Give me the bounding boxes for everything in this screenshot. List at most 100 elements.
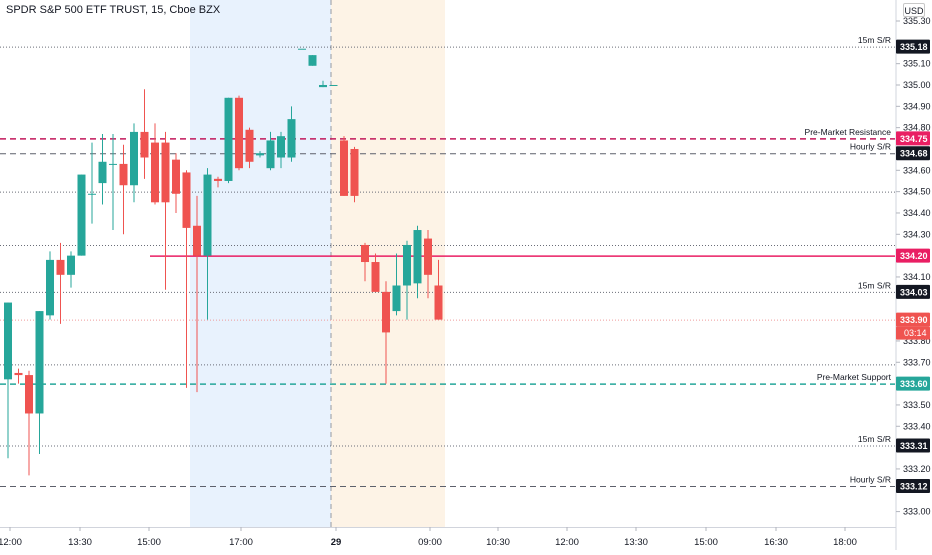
price-tag-label: 333.31	[900, 441, 928, 451]
candle-body	[392, 285, 401, 312]
candle-body	[256, 153, 264, 156]
candle-body	[350, 148, 359, 196]
candle-body	[109, 163, 117, 165]
candle-body	[382, 291, 390, 333]
candle-body	[361, 244, 369, 263]
y-tick-label: 334.10	[903, 272, 931, 282]
level-label: Pre-Market Support	[817, 372, 892, 382]
candle-body	[403, 244, 411, 286]
candle-body	[340, 140, 348, 196]
price-tag-label: 334.68	[900, 149, 928, 159]
candle-body	[98, 161, 107, 184]
y-tick-label: 333.20	[903, 464, 931, 474]
y-tick-label: 333.00	[903, 507, 931, 517]
candle-body	[14, 372, 23, 376]
candle-body	[56, 259, 65, 275]
candle-body	[224, 97, 233, 181]
x-tick-label: 10:30	[486, 537, 510, 548]
candle-body	[77, 174, 86, 256]
price-tag-bg	[896, 39, 930, 54]
price-tag-label: 334.75	[900, 134, 928, 144]
x-tick-label: 29	[331, 537, 342, 548]
y-tick-label: 334.90	[903, 101, 931, 111]
x-tick-label: 18:00	[833, 537, 857, 548]
level-label: 15m S/R	[858, 280, 891, 290]
candle-body	[266, 140, 275, 169]
candle-body	[161, 142, 170, 203]
candle-body	[287, 119, 296, 158]
candle-body	[329, 84, 338, 86]
candle-body	[319, 84, 327, 88]
price-tag-bg	[896, 376, 930, 391]
price-tag-bg	[896, 284, 930, 299]
candle-body	[182, 172, 191, 228]
chart-title: SPDR S&P 500 ETF TRUST, 15, Cboe BZX	[6, 4, 221, 16]
x-tick-label: 13:30	[624, 537, 648, 548]
x-tick-label: 12:00	[555, 537, 579, 548]
price-tag-bg	[896, 312, 930, 327]
price-tag-label: 334.20	[900, 251, 928, 261]
candle-body	[25, 375, 33, 414]
y-tick-label: 335.10	[903, 59, 931, 69]
candle-body	[151, 142, 159, 203]
x-tick-label: 09:00	[418, 537, 442, 548]
candle-body	[203, 174, 212, 256]
y-tick-label: 334.60	[903, 165, 931, 175]
price-tag-label: 335.18	[900, 42, 928, 52]
candle-body	[193, 225, 201, 256]
price-tag-label: 333.12	[900, 481, 928, 491]
x-tick-label: 15:00	[694, 537, 718, 548]
candle-body	[424, 238, 432, 275]
price-tag-label: 333.60	[900, 379, 928, 389]
countdown-bg	[896, 326, 930, 340]
y-tick-label: 333.50	[903, 400, 931, 410]
candle-body	[298, 48, 306, 50]
candle-body	[245, 129, 254, 162]
price-tag-bg	[896, 438, 930, 453]
level-label: Hourly S/R	[850, 474, 891, 484]
y-tick-label: 334.40	[903, 208, 931, 218]
x-tick-label: 15:00	[137, 537, 161, 548]
x-tick-label: 13:30	[68, 537, 92, 548]
candle-body	[235, 97, 243, 169]
y-tick-label: 335.30	[903, 16, 931, 26]
price-tag-bg	[896, 478, 930, 493]
level-label: 15m S/R	[858, 434, 891, 444]
price-tag-bg	[896, 131, 930, 146]
currency-label[interactable]: USD	[903, 3, 925, 17]
y-tick-label: 333.40	[903, 421, 931, 431]
candle-body	[119, 163, 128, 186]
candle-body	[371, 262, 380, 292]
candle-body	[67, 255, 75, 275]
candle-body	[140, 131, 149, 158]
countdown-label: 03:14	[904, 328, 927, 338]
candle-body	[4, 302, 12, 380]
price-tag-bg	[896, 146, 930, 161]
y-tick-label: 334.30	[903, 229, 931, 239]
level-label: Hourly S/R	[850, 142, 891, 152]
price-tag-label: 333.90	[900, 315, 928, 325]
y-tick-label: 334.80	[903, 123, 931, 133]
candle-body	[434, 285, 443, 320]
price-tag-bg	[896, 248, 930, 263]
candle-body	[172, 159, 180, 194]
y-tick-label: 334.50	[903, 187, 931, 197]
price-tag-label: 334.03	[900, 287, 928, 297]
candle-body	[35, 311, 44, 414]
x-tick-label: 12:00	[0, 537, 22, 548]
y-tick-label: 333.80	[903, 336, 931, 346]
candle-body	[130, 131, 138, 186]
x-tick-label: 16:30	[764, 537, 788, 548]
level-label: 15m S/R	[858, 35, 891, 45]
y-tick-label: 333.70	[903, 357, 931, 367]
level-label: Pre-Market Resistance	[805, 127, 892, 137]
candle-body	[46, 259, 54, 316]
candle-body	[277, 136, 285, 158]
x-tick-label: 17:00	[229, 537, 253, 548]
candle-body	[308, 55, 317, 66]
premarket-session-bg	[190, 0, 331, 527]
candle-body	[413, 230, 422, 284]
y-tick-label: 335.00	[903, 80, 931, 90]
